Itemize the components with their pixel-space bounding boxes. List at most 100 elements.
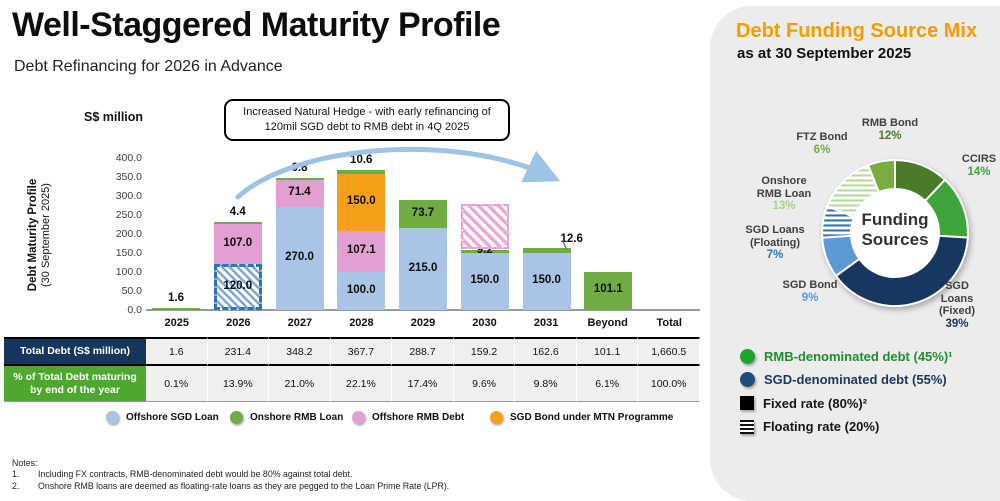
bar-value-label: 150.0 bbox=[532, 274, 561, 286]
footnote-row: 2. Onshore RMB loans are deemed as floati… bbox=[12, 481, 449, 492]
table-cell: 22.1% bbox=[330, 366, 393, 402]
donut-label-name: SGD Bond bbox=[782, 279, 838, 291]
bar-value-label: 101.1 bbox=[593, 283, 623, 296]
legend-label: SGD Bond under MTN Programme bbox=[510, 412, 674, 423]
bar-total-label: 10.6 bbox=[350, 154, 373, 167]
donut-label-name: SGD bbox=[945, 280, 969, 292]
y-tick-label: 150.0 bbox=[115, 246, 142, 259]
table-cell: 1,660.5 bbox=[638, 337, 700, 366]
x-label-spacer bbox=[4, 314, 146, 329]
donut-label-pct: 13% bbox=[772, 200, 796, 213]
bar-segment bbox=[399, 200, 447, 229]
table-row-header: Total Debt (S$ million) bbox=[4, 337, 146, 366]
funding-sources-donut-chart bbox=[821, 158, 969, 307]
panel-legend-item: Fixed rate (80%)² bbox=[740, 393, 867, 413]
donut-label-pct: 12% bbox=[878, 129, 902, 142]
bar-value-label: 150.0 bbox=[346, 195, 376, 208]
page-title: Well-Staggered Maturity Profile bbox=[12, 6, 501, 44]
table-cell: 21.0% bbox=[269, 366, 331, 402]
panel-legend-item: RMB-denominated debt (45%)¹ bbox=[740, 346, 953, 366]
x-axis-label: 2030 bbox=[472, 317, 497, 329]
bar-segment bbox=[275, 177, 324, 181]
debt-summary-table: Total Debt (S$ million) 1.6 231.4 348.2 367.… bbox=[4, 337, 700, 402]
natural-hedge-annotation: Increased Natural Hedge - with early ref… bbox=[224, 99, 510, 141]
footnote-text: Including FX contracts, RMB-denominated … bbox=[38, 469, 353, 480]
bar-value-label: 100.0 bbox=[346, 283, 376, 296]
legend-label: Offshore SGD Loan bbox=[126, 412, 219, 423]
color-swatch bbox=[740, 396, 754, 410]
y-tick-label: 300.0 bbox=[115, 189, 142, 202]
bar-segment bbox=[522, 253, 571, 310]
x-axis-labels: 2025 2026 2027 2028 2029 2030 2031 Beyond Total bbox=[4, 314, 700, 329]
donut-label-pct: 39% bbox=[945, 317, 969, 330]
bar-total-label: 4.4 bbox=[229, 206, 246, 219]
legend-item: Offshore RMB Debt bbox=[352, 411, 464, 424]
table-row-header: % of Total Debt maturing by end of the y… bbox=[4, 366, 146, 402]
color-swatch bbox=[740, 372, 755, 387]
donut-label: FTZ Bond 6% bbox=[796, 131, 847, 157]
y-axis-unit-label: S$ million bbox=[84, 110, 144, 124]
bar-value-label: 107.1 bbox=[346, 244, 376, 257]
bar-segment bbox=[213, 264, 262, 310]
bar-segment bbox=[460, 253, 509, 310]
bar-segment bbox=[337, 272, 386, 310]
y-tick-label: 250.0 bbox=[115, 208, 142, 221]
donut-label: CCIRS 14% bbox=[962, 153, 996, 179]
donut-label: RMB Bond 12% bbox=[862, 117, 918, 143]
legend-color-dot bbox=[352, 411, 365, 424]
x-axis-label: 2025 bbox=[164, 317, 190, 329]
table-cell: 288.7 bbox=[392, 337, 454, 366]
bar-segment bbox=[460, 203, 509, 250]
table-cell: 162.6 bbox=[515, 337, 577, 366]
x-axis-label: 2028 bbox=[349, 317, 374, 329]
bar-segment bbox=[213, 222, 262, 224]
donut-center-line1: Funding bbox=[861, 210, 929, 229]
donut-label-name: CCIRS bbox=[961, 153, 997, 165]
bar-value-label: 73.7 bbox=[411, 206, 435, 219]
footnote-list: 1. Including FX contracts, RMB-denominate… bbox=[12, 469, 449, 492]
donut-hole bbox=[851, 189, 939, 277]
panel-title: Debt Funding Source Mix bbox=[736, 20, 978, 42]
donut-label-pct: 9% bbox=[801, 291, 819, 304]
y-tick-label: 350.0 bbox=[115, 170, 142, 183]
bar-value-label: 215.0 bbox=[408, 261, 438, 274]
panel-legend-label: SGD-denominated debt (55%) bbox=[764, 372, 947, 387]
bar-segment bbox=[275, 207, 324, 310]
footnote-row: 1. Including FX contracts, RMB-denominate… bbox=[12, 469, 449, 480]
panel-legend-item: SGD-denominated debt (55%) bbox=[740, 370, 947, 390]
y-tick-label: 100.0 bbox=[115, 265, 142, 278]
x-axis-label: Total bbox=[656, 317, 682, 329]
bar-segment bbox=[213, 223, 262, 265]
donut-label-name: FTZ Bond bbox=[796, 131, 848, 143]
donut-label-pct: 7% bbox=[766, 249, 784, 262]
panel-legend-item: Floating rate (20%) bbox=[740, 417, 879, 437]
stripes-swatch bbox=[740, 419, 754, 434]
table-cell: 1.6 bbox=[146, 337, 208, 366]
color-swatch bbox=[740, 348, 755, 364]
footnotes: Notes: 1. Including FX contracts, RMB-den… bbox=[12, 458, 449, 492]
page-subtitle: Debt Refinancing for 2026 in Advance bbox=[14, 58, 283, 75]
bar-segment bbox=[152, 308, 200, 310]
footnote-number: 2. bbox=[12, 480, 20, 491]
panel-legend-label: RMB-denominated debt (45%)¹ bbox=[764, 348, 953, 364]
footnote-number: 1. bbox=[12, 469, 20, 480]
bar-value-label: 270.0 bbox=[285, 251, 314, 264]
donut-label-name: RMB Bond bbox=[861, 117, 919, 129]
table-cell: 348.2 bbox=[269, 337, 331, 366]
y-tick-label: 0.0 bbox=[127, 303, 142, 316]
donut-center-label: Funding Sources bbox=[861, 210, 928, 251]
y-axis-title-line2: (30 September 2025) bbox=[40, 183, 53, 287]
legend-color-dot bbox=[230, 411, 243, 424]
table-cell: 13.9% bbox=[207, 366, 270, 402]
donut-label-pct: 14% bbox=[967, 165, 991, 178]
bar-total-label: 6.8 bbox=[291, 161, 308, 174]
legend-color-dot bbox=[490, 411, 503, 424]
donut-label-name: RMB Loan bbox=[756, 187, 812, 200]
legend-color-dot bbox=[106, 411, 119, 424]
panel-legend-label: Fixed rate (80%)² bbox=[763, 395, 868, 411]
table-cell: 159.2 bbox=[453, 337, 516, 366]
footnote-text: Onshore RMB loans are deemed as floating… bbox=[38, 480, 450, 491]
bar-value-label: 120.0 bbox=[223, 279, 253, 292]
legend-item: SGD Bond under MTN Programme bbox=[490, 411, 673, 424]
y-tick-label: 400.0 bbox=[115, 151, 142, 164]
